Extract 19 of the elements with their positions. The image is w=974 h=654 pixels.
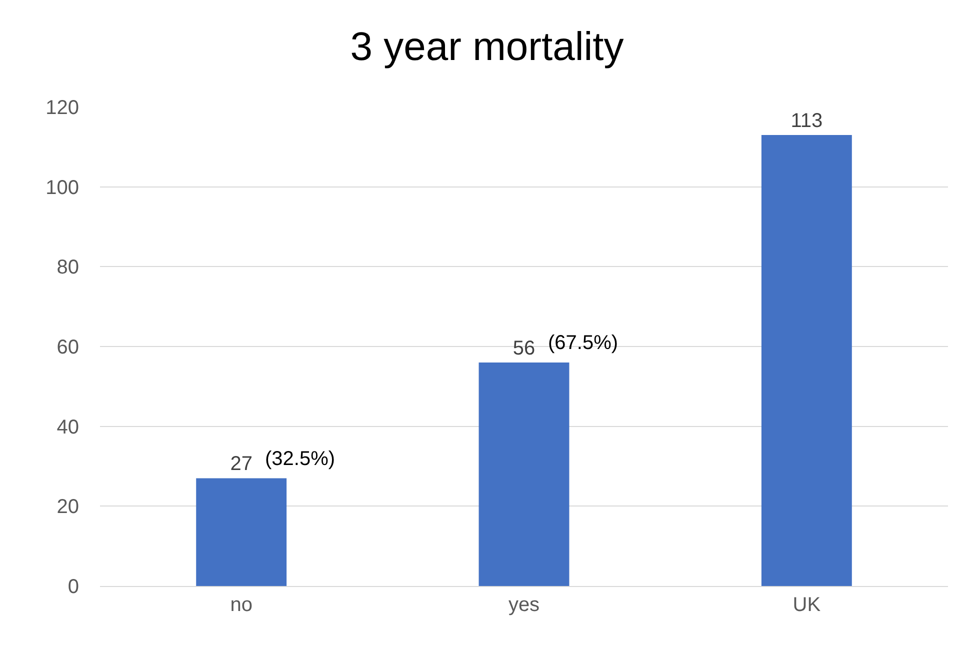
bar	[196, 478, 287, 586]
data-label: 113	[790, 110, 823, 132]
chart-title: 3 year mortality	[350, 24, 624, 69]
y-tick-label: 40	[56, 416, 79, 438]
y-tick-label: 100	[46, 176, 79, 199]
y-tick-label: 120	[46, 97, 79, 119]
y-tick-label: 0	[68, 576, 79, 598]
y-tick-label: 60	[56, 336, 79, 358]
data-label: 27	[230, 453, 252, 476]
bar	[761, 134, 852, 586]
x-tick-label: no	[230, 594, 252, 616]
x-tick-label: yes	[508, 594, 540, 616]
data-label: 56	[512, 337, 536, 360]
y-tick-label: 80	[56, 256, 79, 279]
y-tick-label: 20	[56, 496, 79, 518]
x-tick-label: UK	[792, 594, 822, 616]
annotation: (32.5%)	[265, 448, 336, 470]
bar	[478, 362, 570, 586]
annotation: (67.5%)	[548, 332, 618, 354]
